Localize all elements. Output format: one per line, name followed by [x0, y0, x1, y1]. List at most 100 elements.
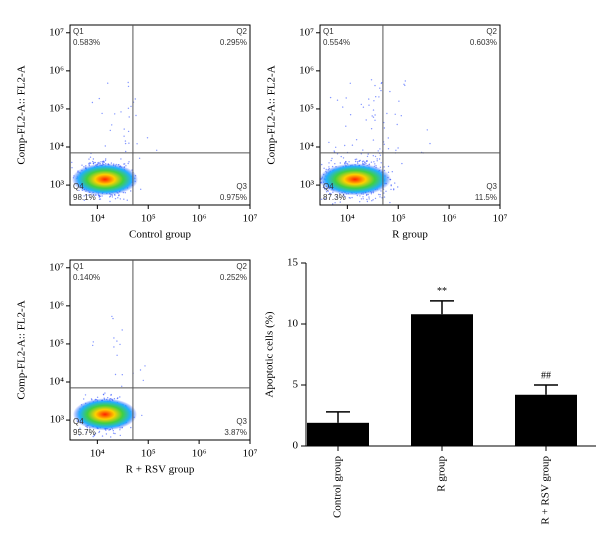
event-dot: [359, 195, 361, 197]
event-dot: [92, 158, 95, 160]
x-tick-label: 10⁵: [141, 448, 156, 460]
x-tick-label: 10⁴: [90, 448, 105, 460]
x-tick-label: 10⁷: [243, 213, 258, 225]
event-dot: [372, 199, 374, 201]
event-dot: [360, 103, 362, 106]
event-dot: [365, 162, 367, 165]
event-dot: [329, 96, 332, 99]
event-dot: [142, 379, 144, 382]
event-dot: [368, 196, 370, 198]
quadrant-value: 87.3%: [323, 193, 346, 202]
event-dot: [332, 203, 334, 205]
event-dot: [101, 112, 103, 115]
y-tick-label: 10³: [50, 414, 65, 426]
event-dot: [84, 394, 87, 396]
event-dot: [334, 202, 336, 204]
plot-frame: [69, 259, 251, 441]
event-dot: [101, 435, 104, 437]
event-dot: [344, 196, 346, 198]
event-dot: [330, 193, 332, 195]
event-dot: [380, 190, 382, 192]
event-dot: [139, 369, 142, 371]
event-dot: [374, 84, 376, 87]
y-tick-label: 10⁴: [299, 141, 314, 153]
event-dot: [128, 142, 130, 144]
event-dot: [356, 161, 359, 163]
y-tick-label: 10⁷: [299, 26, 314, 38]
event-dot: [397, 147, 399, 149]
x-tick-label: 10⁵: [141, 213, 156, 225]
event-dot: [105, 158, 107, 160]
event-dot: [71, 161, 73, 164]
event-dot: [104, 145, 107, 147]
event-dot: [98, 161, 100, 164]
y-axis-label: Comp-FL2-A:: FL2-A: [16, 65, 28, 164]
event-dot: [79, 427, 81, 429]
event-dot: [92, 163, 95, 165]
x-tick-label: 10⁵: [391, 213, 406, 225]
event-dot: [104, 159, 107, 162]
event-dot: [114, 113, 116, 115]
event-dot: [389, 201, 391, 204]
x-tick-label: Control group: [332, 456, 344, 519]
x-axis-label: R + RSV group: [126, 464, 195, 476]
event-dot: [360, 153, 362, 155]
event-dot: [339, 201, 341, 203]
event-dot: [366, 200, 369, 203]
x-tick-label: 10⁶: [192, 448, 207, 460]
event-dot: [396, 123, 398, 126]
event-dot: [120, 158, 122, 160]
event-dot: [387, 171, 390, 173]
event-dot: [376, 158, 378, 160]
y-tick-label: 10⁶: [49, 64, 64, 76]
y-tick-label: 10⁵: [49, 337, 64, 349]
event-dot: [374, 114, 376, 116]
event-dot: [128, 161, 130, 163]
event-dot: [88, 158, 90, 160]
event-dot: [349, 82, 351, 85]
density-core: [71, 163, 138, 196]
event-dot: [371, 200, 373, 202]
event-dot: [92, 341, 95, 343]
event-dot: [98, 431, 100, 434]
event-dot: [383, 196, 386, 198]
event-dot: [378, 158, 381, 160]
event-dot: [343, 194, 345, 197]
y-tick-label: 10⁶: [49, 299, 64, 311]
event-dot: [368, 198, 370, 200]
event-dot: [71, 167, 73, 169]
event-dot: [119, 429, 121, 431]
event-dot: [110, 436, 112, 438]
event-dot: [120, 111, 122, 113]
event-dot: [335, 196, 338, 198]
event-dot: [387, 148, 390, 150]
event-dot: [111, 196, 114, 198]
event-dot: [375, 165, 377, 167]
event-dot: [360, 198, 363, 200]
event-dot: [372, 139, 375, 141]
event-dot: [127, 107, 130, 110]
event-dot: [121, 329, 123, 331]
event-dot: [136, 143, 138, 145]
quadrant-value: 0.295%: [220, 38, 247, 47]
event-dot: [365, 119, 367, 121]
event-dot: [110, 394, 112, 396]
event-dot: [383, 166, 385, 168]
quadrant-name: Q2: [236, 27, 247, 36]
event-dot: [355, 139, 358, 141]
event-dot: [358, 160, 360, 162]
event-dot: [379, 196, 381, 198]
event-dot: [345, 160, 347, 163]
event-dot: [85, 165, 87, 167]
event-dot: [117, 197, 119, 199]
quadrant-value: 11.5%: [475, 193, 497, 202]
event-dot: [88, 163, 90, 165]
event-dot: [355, 158, 358, 160]
quadrant-name: Q1: [73, 262, 84, 271]
event-dot: [365, 160, 368, 162]
event-dot: [331, 157, 333, 160]
event-dot: [130, 426, 132, 429]
event-dot: [90, 398, 93, 400]
event-dot: [109, 196, 111, 198]
y-tick-label: 10⁷: [49, 26, 64, 38]
